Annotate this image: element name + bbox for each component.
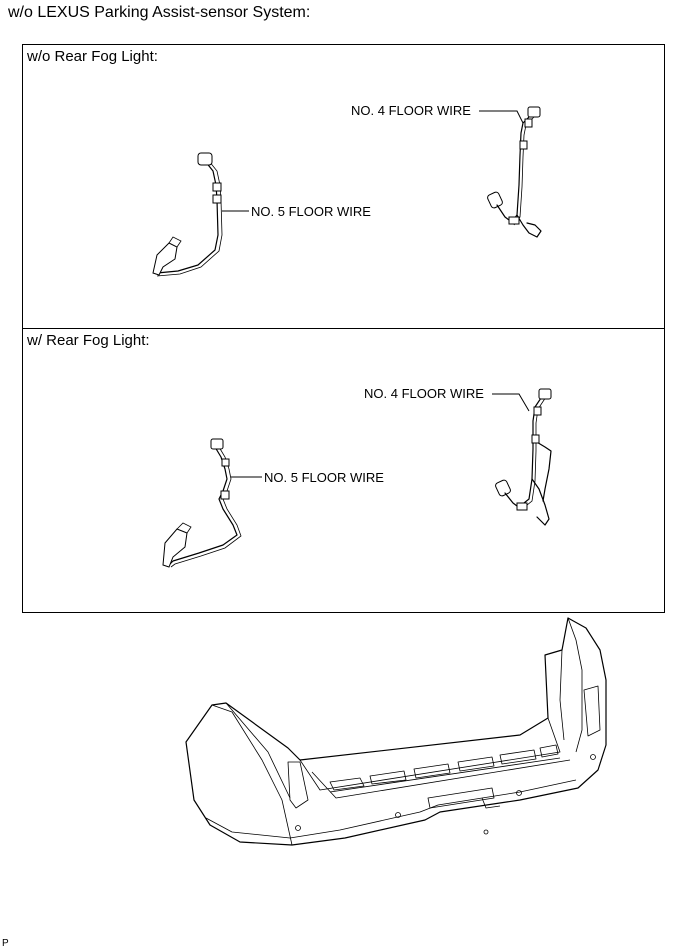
no4-leader-line <box>479 110 524 124</box>
panel-with-rear-fog-light: w/ Rear Fog Light: NO. 4 FLOOR WIRE NO. … <box>22 328 665 613</box>
connector-icon <box>533 406 542 416</box>
connector-icon <box>531 434 540 444</box>
connector-icon <box>220 490 230 500</box>
connector-icon <box>519 140 528 150</box>
no4-floor-wire-label: NO. 4 FLOOR WIRE <box>351 103 471 118</box>
connector-icon <box>197 152 213 166</box>
panel-without-rear-fog-light: w/o Rear Fog Light: NO. 4 FLOOR WIRE NO.… <box>22 44 665 329</box>
no5-floor-wire-label: NO. 5 FLOOR WIRE <box>264 470 384 485</box>
connector-icon <box>495 479 511 497</box>
connector-icon <box>538 388 552 400</box>
wire-harness-icon <box>152 106 542 277</box>
panel-title: w/o Rear Fog Light: <box>27 48 158 65</box>
connector-icon <box>212 194 222 204</box>
connector-icon <box>527 106 541 118</box>
no4-leader-line <box>492 393 530 412</box>
connector-icon <box>162 528 188 568</box>
connector-icon <box>524 118 533 128</box>
wire-harness-icon <box>162 388 552 568</box>
no4-floor-wire-icon <box>495 388 552 526</box>
connector-icon <box>221 458 230 467</box>
connector-icon <box>508 216 520 225</box>
no5-floor-wire-icon <box>152 152 223 277</box>
no5-floor-wire-icon <box>162 438 242 568</box>
connector-icon <box>210 438 224 450</box>
connector-icon <box>152 242 178 276</box>
connector-icon <box>487 191 503 209</box>
no4-floor-wire-label: NO. 4 FLOOR WIRE <box>364 386 484 401</box>
panel-title: w/ Rear Fog Light: <box>27 332 150 349</box>
no5-floor-wire-label: NO. 5 FLOOR WIRE <box>251 204 371 219</box>
connector-icon <box>212 182 222 192</box>
page-title: w/o LEXUS Parking Assist-sensor System: <box>8 4 311 21</box>
connector-icon <box>516 502 528 511</box>
footer-code: P <box>2 938 9 949</box>
no4-floor-wire-icon <box>487 106 542 238</box>
